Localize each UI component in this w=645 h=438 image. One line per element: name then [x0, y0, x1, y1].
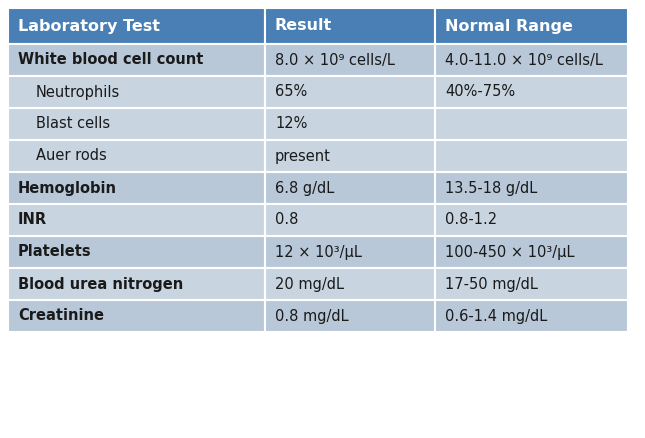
Text: 0.8-1.2: 0.8-1.2	[445, 212, 497, 227]
FancyBboxPatch shape	[8, 108, 265, 140]
FancyBboxPatch shape	[265, 8, 435, 44]
FancyBboxPatch shape	[265, 236, 435, 268]
FancyBboxPatch shape	[435, 268, 628, 300]
Text: 0.8: 0.8	[275, 212, 299, 227]
Text: Hemoglobin: Hemoglobin	[18, 180, 117, 195]
Text: 0.6-1.4 mg/dL: 0.6-1.4 mg/dL	[445, 308, 547, 324]
FancyBboxPatch shape	[435, 108, 628, 140]
Text: Auer rods: Auer rods	[36, 148, 107, 163]
Text: Creatinine: Creatinine	[18, 308, 104, 324]
FancyBboxPatch shape	[265, 300, 435, 332]
Text: 4.0-11.0 × 10⁹ cells/L: 4.0-11.0 × 10⁹ cells/L	[445, 53, 603, 67]
FancyBboxPatch shape	[435, 300, 628, 332]
Text: 0.8 mg/dL: 0.8 mg/dL	[275, 308, 349, 324]
Text: 40%-75%: 40%-75%	[445, 85, 515, 99]
FancyBboxPatch shape	[435, 204, 628, 236]
Text: present: present	[275, 148, 331, 163]
Text: 13.5-18 g/dL: 13.5-18 g/dL	[445, 180, 537, 195]
FancyBboxPatch shape	[435, 172, 628, 204]
FancyBboxPatch shape	[8, 76, 265, 108]
FancyBboxPatch shape	[435, 140, 628, 172]
Text: Platelets: Platelets	[18, 244, 92, 259]
Text: 12%: 12%	[275, 117, 308, 131]
Text: Result: Result	[275, 18, 332, 33]
Text: Laboratory Test: Laboratory Test	[18, 18, 160, 33]
Text: 17-50 mg/dL: 17-50 mg/dL	[445, 276, 538, 292]
FancyBboxPatch shape	[435, 44, 628, 76]
FancyBboxPatch shape	[265, 204, 435, 236]
Text: White blood cell count: White blood cell count	[18, 53, 203, 67]
FancyBboxPatch shape	[8, 44, 265, 76]
FancyBboxPatch shape	[8, 172, 265, 204]
Text: Neutrophils: Neutrophils	[36, 85, 120, 99]
Text: 12 × 10³/μL: 12 × 10³/μL	[275, 244, 362, 259]
FancyBboxPatch shape	[8, 300, 265, 332]
Text: 100-450 × 10³/μL: 100-450 × 10³/μL	[445, 244, 575, 259]
FancyBboxPatch shape	[435, 8, 628, 44]
FancyBboxPatch shape	[265, 108, 435, 140]
Text: Normal Range: Normal Range	[445, 18, 573, 33]
FancyBboxPatch shape	[8, 8, 265, 44]
Text: 8.0 × 10⁹ cells/L: 8.0 × 10⁹ cells/L	[275, 53, 395, 67]
FancyBboxPatch shape	[435, 76, 628, 108]
Text: Blast cells: Blast cells	[36, 117, 110, 131]
FancyBboxPatch shape	[265, 172, 435, 204]
FancyBboxPatch shape	[265, 140, 435, 172]
Text: 20 mg/dL: 20 mg/dL	[275, 276, 344, 292]
FancyBboxPatch shape	[8, 140, 265, 172]
FancyBboxPatch shape	[8, 268, 265, 300]
FancyBboxPatch shape	[435, 236, 628, 268]
Text: INR: INR	[18, 212, 47, 227]
Text: 65%: 65%	[275, 85, 307, 99]
FancyBboxPatch shape	[265, 76, 435, 108]
Text: 6.8 g/dL: 6.8 g/dL	[275, 180, 334, 195]
FancyBboxPatch shape	[265, 44, 435, 76]
FancyBboxPatch shape	[8, 204, 265, 236]
FancyBboxPatch shape	[265, 268, 435, 300]
FancyBboxPatch shape	[8, 236, 265, 268]
Text: Blood urea nitrogen: Blood urea nitrogen	[18, 276, 183, 292]
